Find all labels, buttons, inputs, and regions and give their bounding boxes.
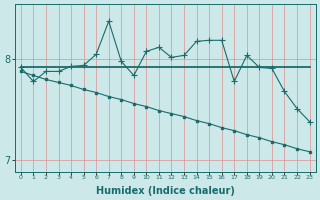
X-axis label: Humidex (Indice chaleur): Humidex (Indice chaleur) <box>96 186 235 196</box>
